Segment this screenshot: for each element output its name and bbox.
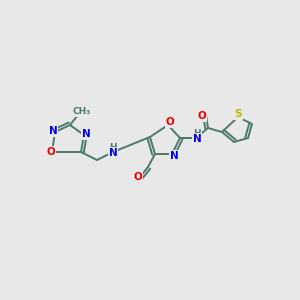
Text: N: N	[109, 148, 117, 158]
Text: O: O	[198, 111, 206, 121]
Text: N: N	[169, 151, 178, 161]
Text: O: O	[134, 172, 142, 182]
Text: N: N	[49, 126, 57, 136]
Text: N: N	[82, 129, 90, 139]
Text: H: H	[193, 128, 201, 137]
Text: N: N	[193, 134, 201, 144]
Text: O: O	[46, 147, 56, 157]
Text: O: O	[166, 117, 174, 127]
Text: S: S	[234, 109, 242, 119]
Text: CH₃: CH₃	[73, 107, 91, 116]
Text: H: H	[109, 142, 117, 152]
